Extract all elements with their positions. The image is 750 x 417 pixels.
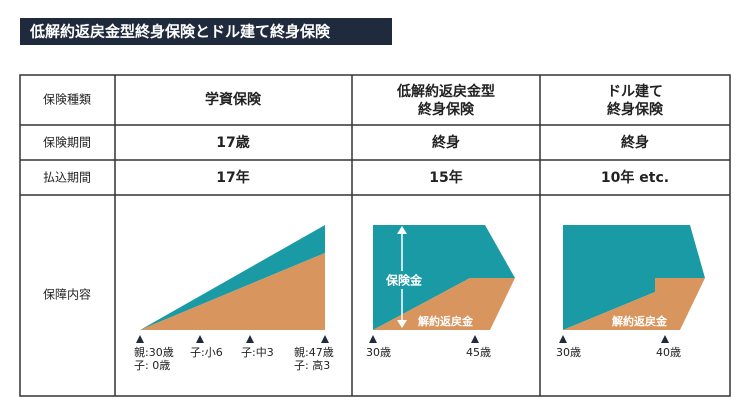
cell: 17年: [216, 169, 249, 186]
label: 親:30歳: [134, 346, 174, 359]
diagram: 解約返戻金 30歳 40歳: [556, 225, 705, 359]
diagram: 保険金 解約返戻金 30歳 45歳: [366, 225, 515, 359]
label: 子: 0歳: [134, 359, 170, 372]
label: 解約返戻金: [418, 314, 474, 328]
cell: 17歳: [216, 134, 249, 151]
label: 保険金: [385, 273, 423, 288]
cell: 終身保険: [418, 101, 475, 118]
label: 30歳: [366, 346, 391, 359]
label: 子:小6: [190, 346, 223, 359]
label: 45歳: [466, 346, 491, 359]
cell: 低解約返戻金型: [396, 83, 495, 100]
cell: 終身保険: [607, 101, 664, 118]
label: 30歳: [556, 346, 581, 359]
label: 子:中3: [241, 346, 274, 359]
cell: ドル建て: [607, 83, 663, 100]
label: 親:47歳: [294, 346, 334, 359]
cell: 15年: [429, 169, 462, 186]
label: 子: 高3: [294, 358, 330, 372]
table-grid: [19, 74, 731, 397]
cell: 保険期間: [43, 136, 91, 150]
cell: 終身: [621, 134, 649, 151]
cell: 保障内容: [43, 287, 91, 302]
cell: 終身: [432, 134, 460, 151]
cell: 10年 etc.: [601, 169, 669, 186]
title-bar: [20, 18, 392, 45]
cell: 学資保険: [205, 91, 262, 108]
cell: 払込期間: [43, 171, 91, 185]
cell: 保険種類: [43, 93, 91, 107]
label: 40歳: [656, 346, 681, 359]
label: 解約返戻金: [612, 314, 668, 328]
title: 低解約返戻金型終身保険とドル建て終身保険: [29, 23, 331, 41]
diagram: 親:30歳 子: 0歳 子:小6 子:中3 親:47歳 子: 高3: [134, 225, 334, 372]
